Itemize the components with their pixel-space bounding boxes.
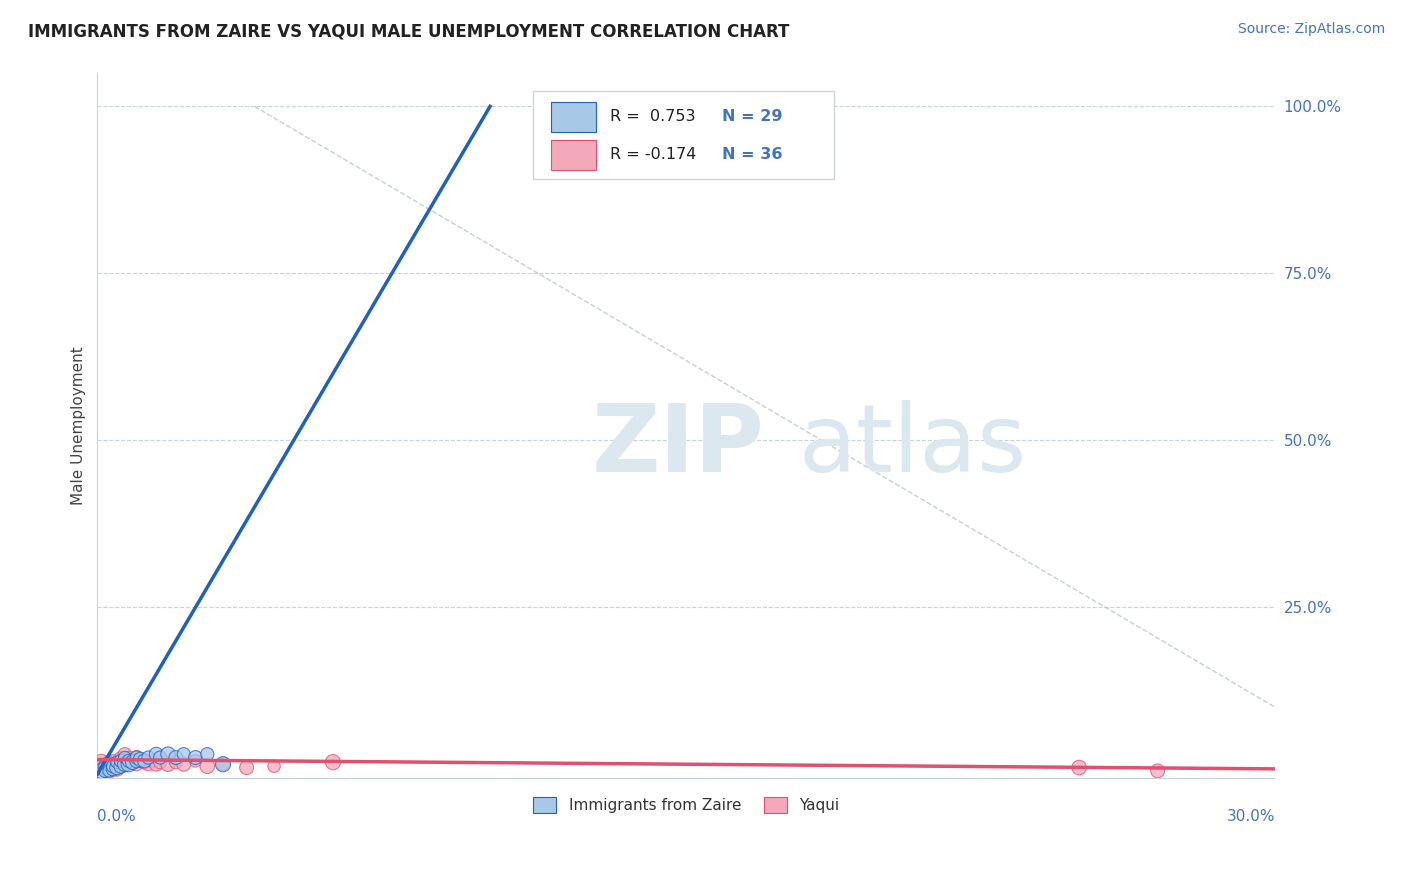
Point xyxy=(134,754,156,768)
Point xyxy=(184,750,207,764)
Point xyxy=(1069,760,1091,774)
Point xyxy=(165,750,187,764)
Point xyxy=(129,754,152,768)
Point xyxy=(212,757,235,772)
Point xyxy=(173,757,195,772)
Point xyxy=(105,760,128,774)
Text: R =  0.753: R = 0.753 xyxy=(610,110,696,124)
Point xyxy=(101,759,124,773)
Point xyxy=(98,755,121,769)
Point xyxy=(138,750,160,764)
Text: 30.0%: 30.0% xyxy=(1227,809,1275,824)
Point xyxy=(110,750,132,764)
Point xyxy=(110,754,132,768)
Point xyxy=(173,747,195,762)
Text: IMMIGRANTS FROM ZAIRE VS YAQUI MALE UNEMPLOYMENT CORRELATION CHART: IMMIGRANTS FROM ZAIRE VS YAQUI MALE UNEM… xyxy=(28,22,790,40)
Point xyxy=(157,757,180,772)
Point xyxy=(90,760,112,774)
Point xyxy=(105,755,128,769)
Point xyxy=(94,764,117,778)
Point xyxy=(145,757,167,772)
Point xyxy=(121,755,143,769)
Bar xyxy=(551,102,596,132)
Text: atlas: atlas xyxy=(799,401,1026,492)
Point xyxy=(114,750,136,764)
Point xyxy=(125,757,148,772)
Text: N = 29: N = 29 xyxy=(721,110,782,124)
Point xyxy=(129,753,152,767)
Text: N = 36: N = 36 xyxy=(721,147,782,162)
Point xyxy=(118,757,141,772)
Text: Source: ZipAtlas.com: Source: ZipAtlas.com xyxy=(1237,22,1385,37)
Point xyxy=(125,754,148,768)
Point xyxy=(141,754,163,768)
Point xyxy=(101,762,124,776)
Point xyxy=(94,760,117,774)
Point xyxy=(105,762,128,776)
Point xyxy=(101,759,124,773)
Point xyxy=(145,747,167,762)
Point xyxy=(110,759,132,773)
Point xyxy=(149,755,172,769)
Point xyxy=(98,757,121,772)
Point xyxy=(149,750,172,764)
Point xyxy=(114,747,136,762)
Point xyxy=(105,757,128,772)
Point xyxy=(195,747,218,762)
Text: 0.0%: 0.0% xyxy=(97,809,136,824)
Point xyxy=(235,760,257,774)
Point xyxy=(101,754,124,768)
Point xyxy=(1146,764,1168,778)
Point xyxy=(184,754,207,768)
Point xyxy=(263,759,285,773)
Text: R = -0.174: R = -0.174 xyxy=(610,147,696,162)
Point xyxy=(94,762,117,776)
Point xyxy=(94,757,117,772)
Point xyxy=(121,754,143,768)
Y-axis label: Male Unemployment: Male Unemployment xyxy=(72,346,86,505)
Point xyxy=(90,754,112,768)
Point xyxy=(114,757,136,772)
Point xyxy=(110,759,132,773)
Point xyxy=(98,764,121,778)
FancyBboxPatch shape xyxy=(533,91,834,178)
Point xyxy=(165,755,187,769)
Point xyxy=(134,755,156,769)
Point xyxy=(322,755,344,769)
Point xyxy=(118,754,141,768)
Point xyxy=(125,750,148,764)
Point xyxy=(118,755,141,769)
Point xyxy=(118,750,141,764)
Point xyxy=(90,764,112,778)
Point xyxy=(195,759,218,773)
Bar xyxy=(551,140,596,169)
Point xyxy=(212,757,235,772)
Point xyxy=(138,757,160,772)
Legend: Immigrants from Zaire, Yaqui: Immigrants from Zaire, Yaqui xyxy=(527,791,845,819)
Point xyxy=(125,750,148,764)
Text: ZIP: ZIP xyxy=(592,401,765,492)
Point xyxy=(98,764,121,778)
Point xyxy=(157,747,180,762)
Point xyxy=(114,757,136,772)
